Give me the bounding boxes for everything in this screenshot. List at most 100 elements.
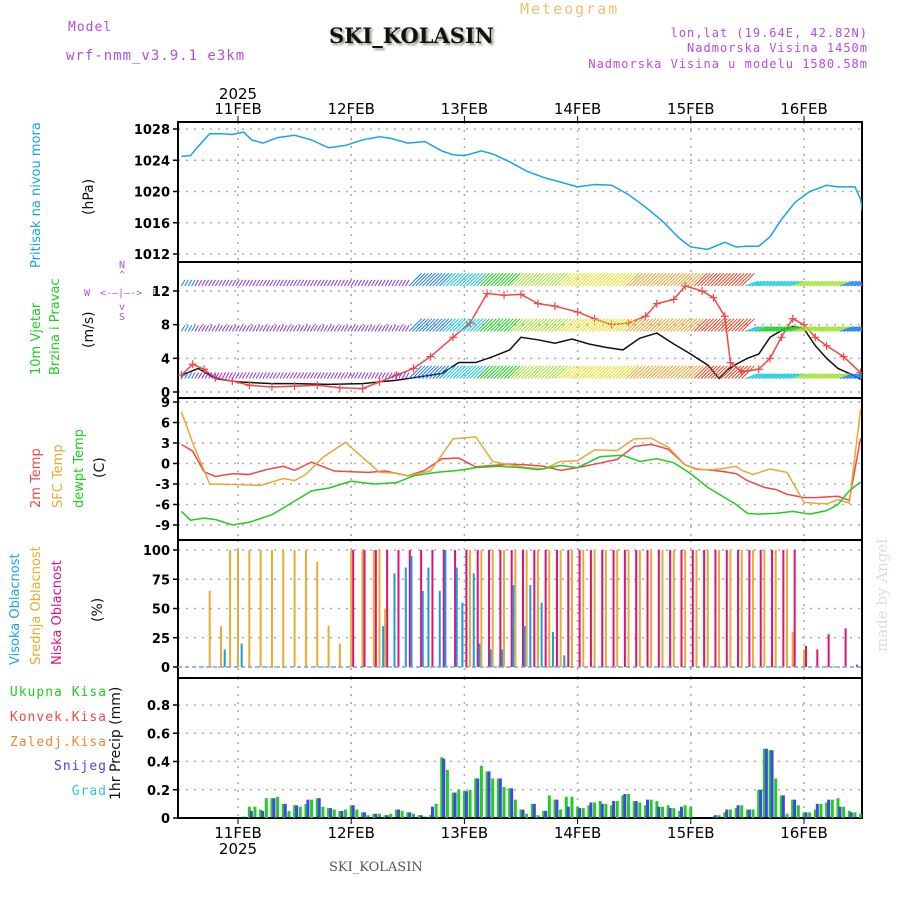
bar-rain_total (649, 799, 653, 818)
bar-cloud_high (489, 649, 492, 667)
gust-marker (573, 308, 582, 317)
wind-barb (744, 280, 759, 287)
gust-marker (533, 299, 542, 308)
wind-barb (721, 318, 735, 332)
panel-frame (177, 539, 863, 679)
compass-w: W (84, 288, 91, 299)
gust-marker (335, 383, 344, 392)
wind-barb (296, 325, 301, 332)
bar-rain_total (661, 806, 664, 818)
bar-rain_total (434, 803, 438, 818)
wind-barb (330, 372, 335, 379)
wind-barb (547, 365, 562, 379)
wind-barb (272, 325, 278, 332)
bar-cloud_low (465, 550, 468, 667)
bar-cloud_mid (559, 550, 562, 667)
series-line-sfc-temp (180, 408, 862, 505)
wind-barb (768, 326, 783, 332)
gust-marker (358, 384, 367, 393)
bar-cloud_high (240, 643, 243, 667)
gust-marker (409, 364, 418, 373)
wind-barb (442, 365, 456, 379)
wind-barb (187, 325, 193, 332)
wind-barb (197, 372, 203, 379)
wind-barb (608, 272, 623, 287)
wind-barb (415, 318, 429, 332)
wind-barb (564, 318, 579, 332)
bar-cloud_mid (378, 550, 381, 667)
wind-barb (622, 318, 636, 332)
wind-barb (245, 325, 250, 332)
wind-barb (197, 325, 203, 332)
gust-marker (550, 302, 559, 311)
wind-barb (544, 318, 558, 332)
wind-barb (442, 272, 456, 287)
wind-barb (208, 279, 213, 287)
panel-3: 0 25 50 75 100 (143, 539, 863, 679)
wind-barb (829, 373, 844, 380)
bar-snow (532, 803, 536, 818)
compass-n-arrow: ^ (119, 270, 126, 281)
wind-barb (758, 373, 773, 380)
bar-snow (396, 809, 400, 818)
wind-barb (415, 365, 429, 379)
bar-rain_total (253, 806, 257, 818)
bar-cloud_high (438, 590, 441, 667)
compass-s: S (119, 312, 126, 323)
wind-barb (653, 365, 667, 379)
wind-barb (401, 279, 407, 287)
wind-barb (289, 279, 295, 287)
wind-barb (242, 279, 247, 287)
bar-rain_total (293, 805, 297, 818)
wind-barb (456, 318, 470, 332)
wind-barb (537, 272, 552, 287)
wind-barb (408, 272, 423, 287)
bar-cloud_low (657, 550, 660, 667)
gust-marker (777, 333, 786, 342)
wind-barb (401, 372, 407, 379)
wind-barb (303, 279, 308, 287)
wind-barb (683, 272, 698, 287)
wind-barb (313, 279, 318, 287)
wind-barb (377, 279, 383, 287)
panel-1: 0 4 8 12 (152, 261, 863, 401)
panel-frame (177, 121, 863, 263)
wind-barb (316, 279, 322, 287)
wind-barb (187, 372, 193, 379)
wind-barb (707, 318, 721, 332)
bar-rain_total (587, 805, 591, 818)
bar-rain_total (768, 750, 772, 818)
wind-barb (629, 318, 643, 332)
bar-snow (261, 810, 265, 818)
wind-barb (792, 373, 807, 380)
y-tick-label: 3 (161, 437, 170, 452)
wind-barb (265, 279, 271, 287)
wind-barb (530, 318, 545, 332)
bar-rain_total (779, 795, 783, 818)
bar-cloud_high (393, 573, 396, 667)
bar-cloud_low (691, 550, 694, 667)
bar-rain_total (496, 778, 500, 818)
wind-barb (727, 318, 742, 332)
wind-barb (435, 318, 450, 332)
wind-barb (394, 372, 400, 379)
wind-barb (690, 365, 704, 379)
gust-marker (720, 312, 729, 321)
bar-snow (374, 813, 378, 818)
wind-barb (340, 372, 345, 379)
x-tick-label-bottom: 11FEB (214, 824, 261, 842)
wind-barb (384, 372, 390, 379)
gust-marker (822, 341, 831, 350)
bar-cloud_mid (480, 550, 483, 667)
wind-barb (388, 279, 393, 287)
bar-snow (600, 803, 604, 818)
wind-barb (445, 318, 460, 332)
wind-barb (364, 279, 369, 287)
wind-barb (527, 365, 541, 379)
wind-barb (238, 325, 244, 332)
wind-barb (374, 325, 379, 332)
bar-rain_total (547, 795, 551, 818)
wind-barb (578, 365, 592, 379)
bar-cloud_low (646, 550, 649, 667)
y-tick-label: -3 (156, 478, 170, 493)
